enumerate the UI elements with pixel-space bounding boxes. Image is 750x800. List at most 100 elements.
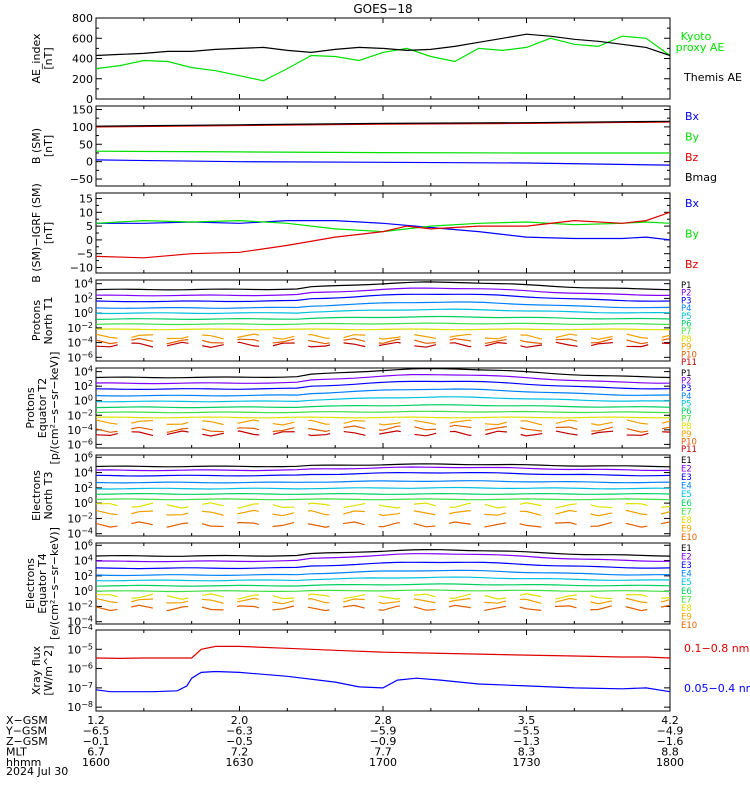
series-line-p9 (96, 419, 670, 426)
channel-label-e3: E3 (681, 473, 692, 483)
series-line-e5 (96, 576, 670, 582)
ephemeris-row-label: hhmm (6, 756, 41, 769)
series-line-p4 (96, 301, 670, 309)
y-tick-label: 10−4 (67, 423, 93, 437)
series-line-0-05-0-4-nm (96, 670, 670, 693)
series-line-e9 (96, 509, 670, 517)
y-axis-label: [nT] (42, 222, 55, 244)
y-axis-label: AE_index (30, 33, 43, 84)
y-tick-label: 100 (74, 496, 93, 510)
series-line-by (96, 219, 670, 233)
series-line-e2 (96, 466, 670, 472)
y-tick-label: 10−7 (67, 681, 93, 695)
x-axis-ephemeris: X−GSM 1.2 2.0 2.8 3.5 4.2 Y−GSM −6.5 −6.3 −5.9 −5.… (5, 714, 684, 769)
series-line-p10 (96, 424, 670, 433)
ephemeris-value: 8.3 (518, 746, 536, 759)
series-line-e8 (96, 593, 670, 600)
series-line-e7 (96, 589, 670, 593)
ephemeris-value: −1.3 (513, 735, 540, 748)
y-tick-label: 600 (72, 32, 93, 45)
plot-title: GOES−18 (353, 2, 412, 16)
y-tick-label: 10−6 (67, 437, 93, 451)
series-line-p8 (96, 416, 670, 419)
series-line-p7 (96, 322, 670, 326)
ephemeris-row-label: MLT (6, 746, 27, 759)
channel-label-p5: P5 (681, 312, 692, 322)
series-line-e7 (96, 498, 670, 501)
series-line-p5 (96, 308, 670, 315)
y-axis-label: [W/m^2] (42, 645, 55, 695)
channel-label-p4: P4 (681, 304, 692, 314)
channel-label-p6: P6 (681, 320, 692, 330)
channel-label-p9: P9 (681, 343, 692, 353)
channel-label-e7: E7 (681, 507, 692, 517)
channel-label-e4: E4 (681, 482, 692, 492)
series-line-e6 (96, 492, 670, 495)
channel-label-p11: P11 (681, 358, 697, 368)
series-line-e10 (96, 604, 670, 612)
y-tick-label: 800 (72, 12, 93, 25)
y-axis-label: North T1 (42, 297, 55, 345)
channel-label-e5: E5 (681, 578, 692, 588)
series-line-p7 (96, 410, 670, 414)
series-line-e8 (96, 502, 670, 509)
channel-label-p10: P10 (681, 437, 697, 447)
channel-label-e5: E5 (681, 490, 692, 500)
channel-label-e9: E9 (681, 524, 692, 534)
ephemeris-value: −6.5 (83, 725, 110, 738)
legend-bz: Bz (685, 258, 699, 271)
y-tick-label: 10−6 (67, 662, 93, 676)
series-line-p6 (96, 315, 670, 321)
date-label: 2024 Jul 30 (6, 765, 68, 778)
channel-label-p2: P2 (681, 377, 692, 387)
channel-label-p2: P2 (681, 289, 692, 299)
channel-label-e1: E1 (681, 544, 692, 554)
channel-label-e7: E7 (681, 595, 692, 605)
channel-label-p7: P7 (681, 415, 692, 425)
ephemeris-value: −1.6 (657, 735, 684, 748)
channel-label-e10: E10 (681, 533, 697, 543)
channel-label-e1: E1 (681, 456, 692, 466)
y-axis-label: [p/(cm²−s−sr−keV)] (48, 352, 61, 465)
y-axis-label: North T3 (42, 472, 55, 520)
legend-xray-short: 0.05−0.4 nm (684, 682, 750, 695)
ephemeris-value: 1600 (82, 756, 110, 769)
ephemeris-value: 1700 (369, 756, 397, 769)
y-tick-label: 102 (74, 379, 93, 393)
y-tick-label: 10 (79, 206, 93, 219)
legend-bx: Bx (685, 197, 700, 210)
series-line-p4 (96, 388, 670, 397)
series-line-bx (96, 159, 670, 166)
series-line-p3 (96, 293, 670, 303)
series-line-p1 (96, 281, 670, 291)
series-line-themis-ae (96, 33, 670, 57)
series-line-p11 (96, 341, 670, 349)
series-line-bz (96, 121, 670, 128)
series-line-e4 (96, 480, 670, 484)
channel-label-p5: P5 (681, 399, 692, 409)
channel-label-p9: P9 (681, 430, 692, 440)
panel-xray: 10−4 10−5 10−6 10−7 10−8 Xray flux [W/m^2] 0.1−… (30, 623, 750, 714)
ephemeris-value: 7.7 (374, 746, 392, 759)
y-tick-label: −10 (70, 261, 93, 274)
channel-label-e2: E2 (681, 465, 692, 475)
y-axis-label: Protons (24, 387, 37, 428)
y-tick-label: 10−2 (67, 408, 93, 422)
y-tick-label: 102 (74, 291, 93, 305)
panel-frame (95, 192, 671, 274)
channel-label-p1: P1 (681, 281, 692, 291)
channel-label-e8: E8 (681, 604, 692, 614)
channel-label-p11: P11 (681, 445, 697, 455)
ephemeris-value: −0.5 (226, 735, 253, 748)
series-line-bmag (96, 120, 670, 127)
y-tick-label: 10−4 (67, 623, 93, 637)
series-line-e5 (96, 486, 670, 490)
y-tick-label: 100 (74, 394, 93, 408)
y-tick-label: 100 (74, 584, 93, 598)
series-line-p1 (96, 368, 670, 379)
y-axis-label: B (SM)−IGRF (SM) (30, 183, 43, 283)
